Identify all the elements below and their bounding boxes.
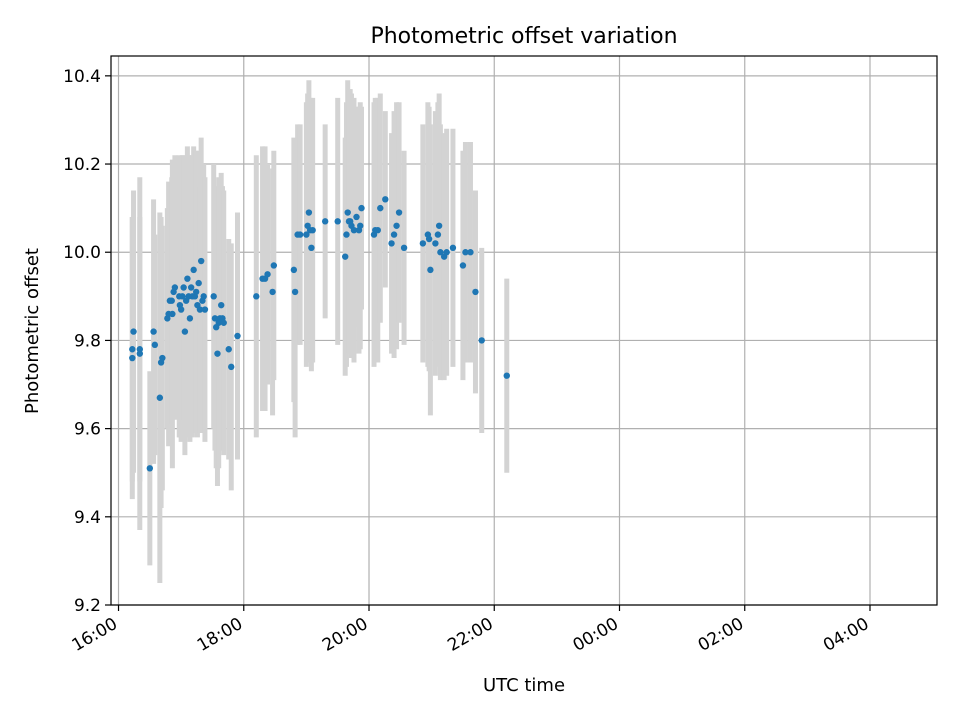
data-point — [472, 288, 479, 296]
data-point — [168, 297, 175, 304]
data-point — [344, 209, 351, 216]
data-point — [195, 279, 202, 287]
data-point — [253, 293, 260, 300]
data-point — [192, 288, 200, 296]
data-point — [395, 209, 403, 216]
data-point — [171, 284, 179, 291]
data-point — [225, 346, 232, 353]
y-tick-label: 9.2 — [74, 596, 101, 616]
data-point — [305, 209, 313, 216]
data-point — [269, 288, 276, 296]
data-point — [437, 249, 444, 256]
y-axis-label: Photometric offset — [22, 248, 43, 414]
y-tick-label: 9.4 — [74, 508, 101, 528]
data-point — [177, 306, 185, 313]
data-point — [388, 240, 395, 247]
data-point — [210, 293, 217, 300]
data-point — [435, 222, 443, 229]
data-point — [179, 293, 186, 300]
data-point — [196, 306, 204, 313]
data-point — [187, 284, 195, 291]
data-point — [353, 213, 360, 221]
data-point — [201, 306, 209, 313]
data-point — [211, 315, 219, 322]
data-point — [146, 465, 154, 472]
data-point — [136, 346, 144, 353]
data-point — [184, 275, 191, 282]
data-point — [459, 262, 467, 269]
y-tick-label: 10.4 — [63, 67, 101, 87]
data-point — [136, 350, 144, 357]
data-point — [303, 231, 310, 238]
data-point — [393, 222, 400, 229]
data-point — [343, 231, 350, 238]
data-point — [357, 222, 364, 229]
data-point — [334, 218, 341, 225]
data-point — [218, 301, 225, 309]
data-point — [467, 249, 474, 256]
y-tick-label: 10.2 — [63, 155, 101, 175]
data-point — [342, 253, 349, 260]
data-point — [181, 328, 189, 335]
data-point — [377, 204, 384, 212]
data-point — [434, 231, 442, 238]
data-point — [400, 244, 408, 252]
grid-lines — [111, 56, 937, 606]
data-point — [220, 319, 227, 326]
y-tick-label: 9.8 — [74, 331, 101, 351]
data-point — [186, 315, 194, 322]
y-tick-label: 10.0 — [63, 243, 101, 263]
data-point — [478, 337, 485, 344]
data-point — [462, 249, 469, 256]
data-point — [427, 266, 434, 274]
data-point — [291, 288, 299, 296]
data-point — [449, 244, 457, 252]
data-point — [503, 372, 510, 379]
data-point — [214, 350, 221, 357]
data-point — [443, 249, 450, 256]
data-point — [150, 328, 157, 335]
data-point — [228, 363, 235, 371]
data-point — [129, 346, 136, 353]
data-point — [156, 394, 164, 401]
data-point — [130, 328, 137, 335]
y-tick-label: 9.6 — [74, 420, 101, 440]
data-point — [270, 262, 278, 269]
data-point — [309, 226, 316, 234]
data-point — [432, 240, 439, 247]
data-point — [190, 266, 197, 274]
data-point — [180, 284, 187, 291]
data-point — [374, 226, 381, 234]
data-point — [425, 235, 433, 243]
data-point — [390, 231, 398, 238]
data-points — [129, 196, 510, 472]
plot-frame — [110, 55, 938, 606]
data-point — [308, 244, 315, 252]
data-point — [358, 204, 365, 212]
data-point — [159, 354, 166, 362]
data-point — [197, 257, 205, 265]
data-point — [382, 196, 389, 203]
data-point — [264, 271, 271, 278]
data-point — [200, 293, 207, 300]
data-point — [234, 332, 241, 340]
x-axis-label: UTC time — [483, 675, 565, 696]
data-point — [151, 341, 159, 349]
data-point — [419, 240, 427, 247]
data-point — [296, 231, 304, 238]
data-point — [321, 218, 329, 225]
data-point — [350, 226, 358, 234]
data-point — [290, 266, 298, 274]
data-point — [129, 354, 136, 362]
data-point — [169, 310, 176, 318]
chart-title: Photometric offset variation — [370, 24, 677, 49]
